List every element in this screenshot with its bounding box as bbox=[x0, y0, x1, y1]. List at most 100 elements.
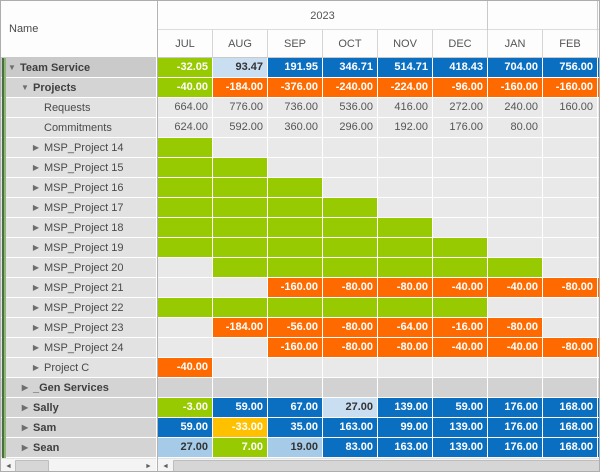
grid-cell[interactable]: 27.00 bbox=[158, 438, 213, 458]
expand-icon[interactable]: ▶ bbox=[32, 243, 40, 252]
grid-cell[interactable] bbox=[268, 378, 323, 398]
grid-cell[interactable]: -32.05 bbox=[158, 58, 213, 78]
grid-cell[interactable] bbox=[378, 138, 433, 158]
grid-cell[interactable]: 139.00 bbox=[433, 438, 488, 458]
grid-cell[interactable] bbox=[433, 378, 488, 398]
grid-cell[interactable]: 536.00 bbox=[323, 98, 378, 118]
grid-cell[interactable] bbox=[543, 118, 598, 138]
grid-cell[interactable]: 592.00 bbox=[213, 118, 268, 138]
grid-cell[interactable]: -40.00 bbox=[158, 78, 213, 98]
grid-cell[interactable] bbox=[158, 318, 213, 338]
name-column-header[interactable]: Name bbox=[1, 1, 156, 58]
grid-cell[interactable] bbox=[158, 238, 213, 258]
grid-cell[interactable]: 163.00 bbox=[323, 418, 378, 438]
grid-cell[interactable] bbox=[213, 198, 268, 218]
grid-cell[interactable]: 59.00 bbox=[158, 418, 213, 438]
grid-cell[interactable] bbox=[213, 298, 268, 318]
grid-cell[interactable] bbox=[488, 258, 543, 278]
grid-cell[interactable]: 664.00 bbox=[158, 98, 213, 118]
grid-cell[interactable] bbox=[158, 138, 213, 158]
grid-cell[interactable]: -40.00 bbox=[488, 278, 543, 298]
grid-cell[interactable]: 7.00 bbox=[213, 438, 268, 458]
grid-cell[interactable] bbox=[268, 138, 323, 158]
scroll-right-icon[interactable]: ► bbox=[142, 460, 155, 471]
grid-cell[interactable]: 160.00 bbox=[543, 98, 598, 118]
grid-cell[interactable] bbox=[213, 238, 268, 258]
grid-cell[interactable]: -224.00 bbox=[378, 78, 433, 98]
grid-cell[interactable] bbox=[543, 178, 598, 198]
grid-cell[interactable] bbox=[268, 218, 323, 238]
tree-row[interactable]: ▶ MSP_Project 14 bbox=[1, 138, 156, 158]
grid-cell[interactable] bbox=[268, 198, 323, 218]
grid-cell[interactable] bbox=[158, 298, 213, 318]
grid-cell[interactable]: -80.00 bbox=[543, 278, 598, 298]
grid-cell[interactable]: 59.00 bbox=[433, 398, 488, 418]
grid-cell[interactable]: -80.00 bbox=[323, 278, 378, 298]
grid-cell[interactable]: 346.71 bbox=[323, 58, 378, 78]
grid-cell[interactable]: -80.00 bbox=[378, 338, 433, 358]
grid-cell[interactable]: 176.00 bbox=[488, 398, 543, 418]
grid-cell[interactable] bbox=[268, 158, 323, 178]
grid-cell[interactable]: -184.00 bbox=[213, 318, 268, 338]
grid-cell[interactable] bbox=[213, 338, 268, 358]
grid-cell[interactable] bbox=[213, 218, 268, 238]
grid-cell[interactable] bbox=[158, 198, 213, 218]
scroll-left-icon[interactable]: ◄ bbox=[159, 460, 172, 471]
grid-cell[interactable]: 168.00 bbox=[543, 438, 598, 458]
grid-cell[interactable] bbox=[433, 158, 488, 178]
grid-cell[interactable] bbox=[158, 258, 213, 278]
grid-cell[interactable]: -56.00 bbox=[268, 318, 323, 338]
grid-cell[interactable] bbox=[488, 218, 543, 238]
grid-cell[interactable]: -80.00 bbox=[543, 338, 598, 358]
grid-cell[interactable]: -3.00 bbox=[158, 398, 213, 418]
grid-cell[interactable] bbox=[543, 358, 598, 378]
tree-row[interactable]: ▶ MSP_Project 17 bbox=[1, 198, 156, 218]
grid-cell[interactable] bbox=[158, 338, 213, 358]
grid-cell[interactable]: -184.00 bbox=[213, 78, 268, 98]
tree-row[interactable]: ▶ Sally bbox=[1, 398, 156, 418]
grid-cell[interactable] bbox=[433, 238, 488, 258]
grid-cell[interactable] bbox=[268, 178, 323, 198]
grid-cell[interactable] bbox=[158, 158, 213, 178]
grid-cell[interactable] bbox=[323, 178, 378, 198]
grid-cell[interactable] bbox=[323, 298, 378, 318]
grid-cell[interactable]: 139.00 bbox=[378, 398, 433, 418]
grid-cell[interactable]: -160.00 bbox=[268, 338, 323, 358]
grid-cell[interactable]: 360.00 bbox=[268, 118, 323, 138]
grid-cell[interactable] bbox=[378, 378, 433, 398]
grid-cell[interactable]: -40.00 bbox=[433, 338, 488, 358]
grid-cell[interactable] bbox=[213, 378, 268, 398]
grid-cell[interactable] bbox=[543, 218, 598, 238]
grid-cell[interactable]: 416.00 bbox=[378, 98, 433, 118]
grid-cell[interactable] bbox=[378, 238, 433, 258]
tree-row[interactable]: ▼ Projects bbox=[1, 78, 156, 98]
grid-cell[interactable] bbox=[323, 198, 378, 218]
grid-cell[interactable] bbox=[378, 258, 433, 278]
expand-icon[interactable]: ▶ bbox=[32, 203, 40, 212]
grid-cell[interactable] bbox=[323, 158, 378, 178]
grid-cell[interactable] bbox=[488, 138, 543, 158]
grid-cell[interactable]: 80.00 bbox=[488, 118, 543, 138]
grid-cell[interactable]: -40.00 bbox=[488, 338, 543, 358]
expand-icon[interactable]: ▶ bbox=[32, 303, 40, 312]
grid-cell[interactable]: 27.00 bbox=[323, 398, 378, 418]
grid-cell[interactable] bbox=[158, 278, 213, 298]
grid-cell[interactable] bbox=[213, 138, 268, 158]
grid-cell[interactable]: 168.00 bbox=[543, 418, 598, 438]
grid-cell[interactable]: 139.00 bbox=[433, 418, 488, 438]
grid-cell[interactable]: -80.00 bbox=[323, 338, 378, 358]
grid-cell[interactable]: -80.00 bbox=[323, 318, 378, 338]
scrollbar-thumb[interactable] bbox=[15, 460, 49, 471]
tree-row[interactable]: ▶ Sean bbox=[1, 438, 156, 458]
grid-cell[interactable] bbox=[433, 298, 488, 318]
grid-cell[interactable]: 756.00 bbox=[543, 58, 598, 78]
grid-cell[interactable]: 191.95 bbox=[268, 58, 323, 78]
grid-cell[interactable]: 163.00 bbox=[378, 438, 433, 458]
expand-icon[interactable]: ▶ bbox=[32, 323, 40, 332]
grid-cell[interactable] bbox=[323, 378, 378, 398]
grid-cell[interactable] bbox=[323, 138, 378, 158]
expand-icon[interactable]: ▶ bbox=[21, 383, 29, 392]
expand-icon[interactable]: ▶ bbox=[32, 283, 40, 292]
tree-row[interactable]: ▶ MSP_Project 16 bbox=[1, 178, 156, 198]
grid-cell[interactable] bbox=[213, 278, 268, 298]
